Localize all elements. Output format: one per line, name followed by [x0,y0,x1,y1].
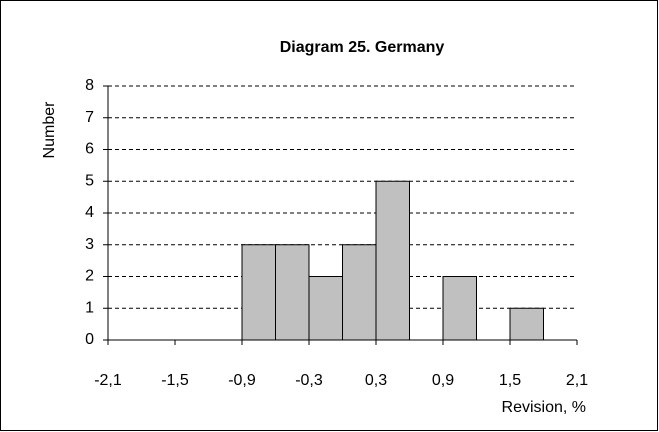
y-tick-label: 6 [85,141,94,158]
x-tick-label: -2,1 [94,372,122,389]
x-tick-label: 2,1 [566,372,588,389]
x-tick-label: -0,9 [228,372,256,389]
y-tick-label: 2 [85,268,94,285]
y-tick-label: 5 [85,172,94,189]
x-tick-label: 0,3 [365,372,387,389]
x-axis-label: Revision, % [502,399,586,416]
y-tick-label: 4 [85,204,94,221]
y-tick-label: 8 [85,77,94,94]
bar [308,276,343,341]
y-tick-label: 3 [85,236,94,253]
y-tick-label: 0 [85,331,94,348]
bar [442,276,477,341]
x-tick-label: -0,3 [295,372,323,389]
bar [342,244,377,341]
bar [509,307,544,341]
bar [241,244,276,341]
y-tick-label: 7 [85,109,94,126]
x-tick-label: -1,5 [161,372,189,389]
x-tick-label: 1,5 [499,372,521,389]
bar [375,180,410,341]
bar [275,244,310,341]
y-axis-label: Number [41,101,58,159]
x-tick-label: 0,9 [432,372,454,389]
chart-title: Diagram 25. Germany [280,39,445,56]
y-tick-label: 1 [85,299,94,316]
